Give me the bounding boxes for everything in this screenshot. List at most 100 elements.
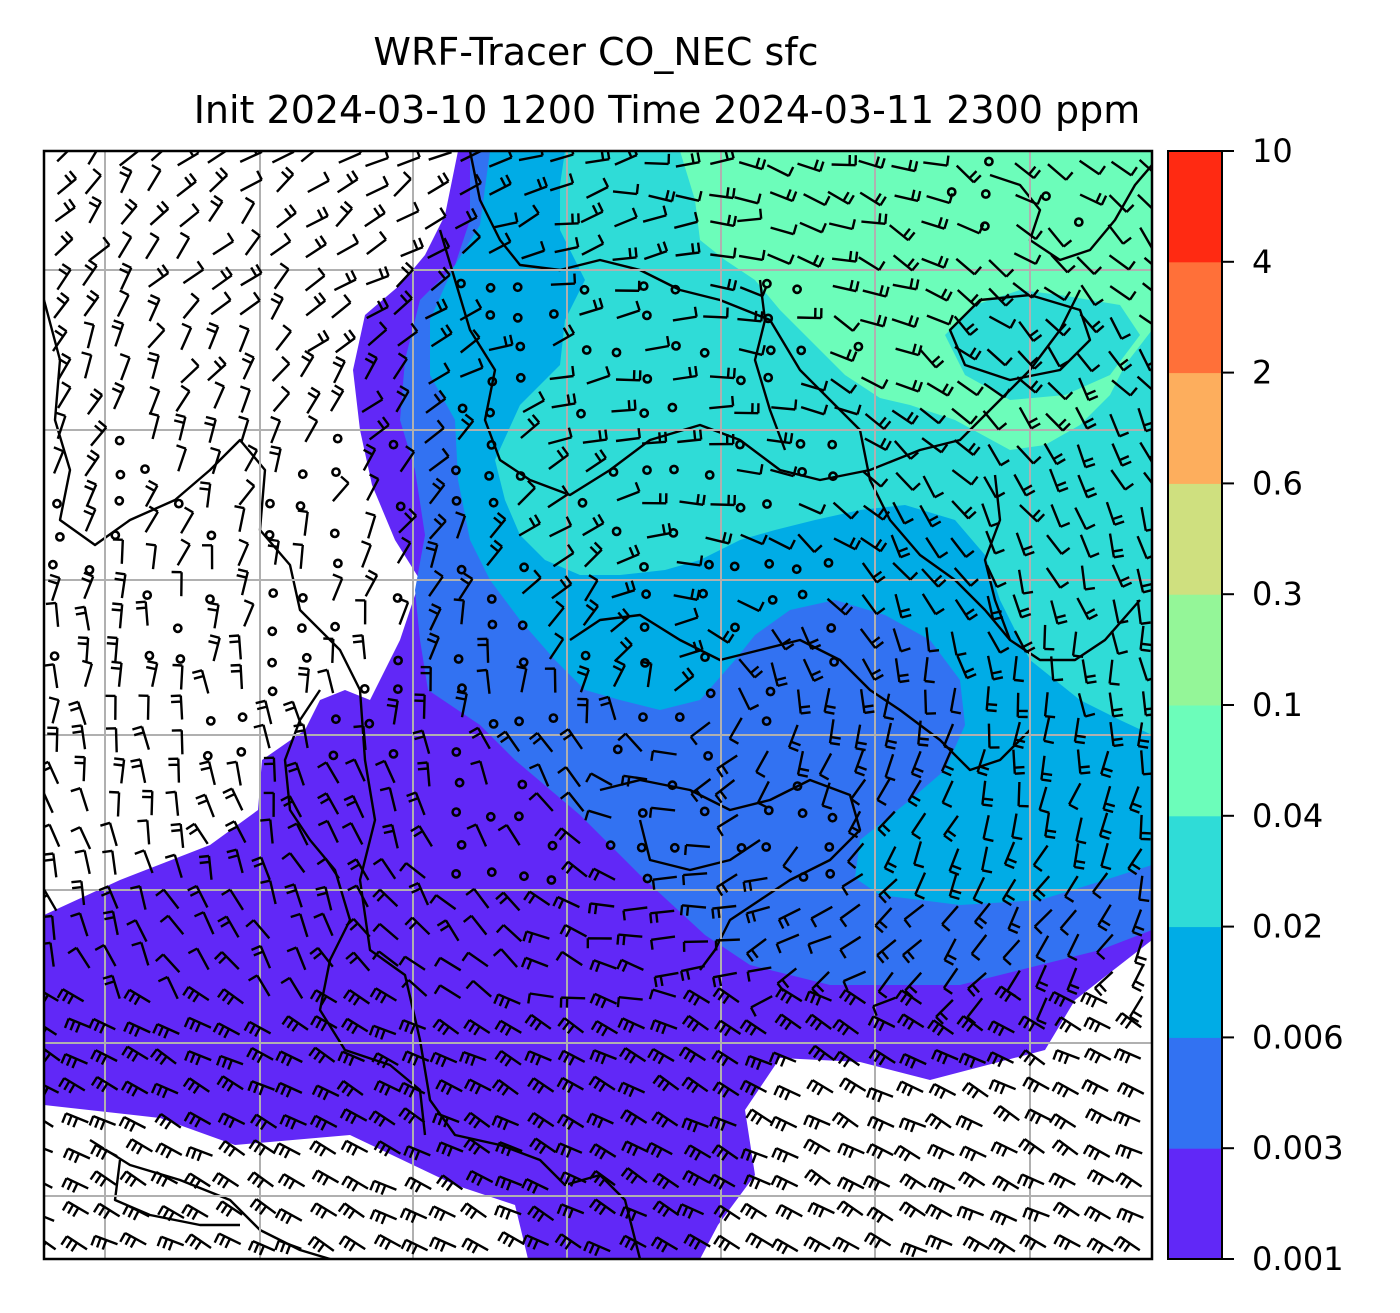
wind-barb — [150, 1082, 179, 1099]
wind-barb — [652, 1200, 680, 1218]
wind-barb — [305, 235, 328, 259]
wind-barb — [125, 1138, 154, 1155]
wind-barb — [1040, 755, 1053, 783]
wind-barb — [708, 1173, 736, 1190]
wind-barb — [492, 948, 518, 968]
wind-barb — [489, 511, 507, 539]
wind-barb — [877, 971, 894, 999]
calm-wind-circle — [700, 652, 710, 662]
wind-barb — [775, 987, 803, 1005]
wind-barb — [138, 694, 150, 720]
wind-barb — [1115, 1012, 1142, 1030]
wind-barb — [838, 988, 867, 1006]
wind-barb — [954, 345, 982, 361]
wind-barb — [393, 171, 412, 198]
calm-wind-circle — [388, 749, 399, 759]
wind-barb — [738, 157, 767, 171]
wind-barb — [454, 207, 478, 230]
wind-barb — [425, 389, 447, 414]
wind-barb — [111, 381, 125, 410]
wind-barb — [56, 170, 78, 196]
wind-barb — [675, 190, 703, 202]
wind-barb — [953, 315, 979, 336]
wind-barb — [1051, 1081, 1080, 1098]
wind-barb — [583, 541, 603, 568]
wind-barb — [921, 568, 947, 588]
wind-barb — [1022, 1206, 1050, 1222]
wind-barb — [234, 505, 246, 532]
wind-barb — [290, 912, 309, 938]
wind-barb — [894, 989, 923, 1007]
wind-barb — [1014, 162, 1042, 180]
wind-barb — [941, 780, 954, 808]
wind-barb — [463, 1138, 491, 1155]
wind-barb — [222, 787, 244, 811]
wind-barb — [1047, 163, 1074, 181]
wind-barb — [1048, 1172, 1076, 1189]
calm-wind-circle — [264, 530, 275, 540]
wind-barb — [616, 481, 641, 502]
wind-barb — [156, 1235, 185, 1251]
wind-barb — [60, 1052, 88, 1069]
wind-barb — [552, 544, 575, 568]
calm-wind-circle — [730, 622, 740, 633]
wind-barb — [551, 575, 573, 600]
wind-barb — [53, 291, 70, 319]
wind-barb — [1108, 350, 1133, 372]
wind-barb — [337, 1202, 365, 1220]
wind-barb — [44, 914, 56, 941]
wind-barb — [148, 264, 170, 288]
wind-barb — [862, 285, 890, 298]
wind-barb — [962, 1235, 991, 1253]
calm-wind-circle — [605, 840, 616, 851]
wind-barb — [892, 254, 920, 272]
wind-barb — [245, 919, 271, 940]
wind-barb — [950, 631, 967, 657]
wind-barb — [275, 324, 292, 351]
wind-barb — [224, 820, 247, 844]
wind-barb — [618, 1047, 647, 1064]
wind-barb — [1001, 878, 1017, 907]
wind-barb — [428, 1236, 457, 1252]
wind-barb — [243, 599, 255, 627]
wind-barb — [892, 562, 919, 581]
wind-barb — [83, 321, 95, 349]
wind-barb — [102, 910, 119, 936]
wind-barb — [230, 663, 244, 690]
wind-barb — [185, 1146, 213, 1162]
wind-barb — [313, 912, 334, 937]
wind-barb — [429, 894, 457, 911]
wind-barb — [651, 875, 677, 890]
wind-barb — [712, 987, 740, 1005]
wind-barb — [737, 310, 764, 323]
wind-barb — [612, 183, 640, 196]
wind-barb — [100, 821, 118, 847]
wind-barb — [866, 1206, 894, 1224]
wind-barb — [77, 636, 90, 663]
wind-barb — [896, 1080, 924, 1097]
wind-barb — [1115, 1172, 1143, 1189]
wind-barb — [274, 1208, 303, 1225]
wind-barb — [181, 1203, 209, 1221]
wind-barb — [1018, 1049, 1046, 1067]
wind-barb — [182, 1077, 210, 1094]
coastline-island-b — [638, 819, 761, 872]
wind-barb — [274, 1081, 303, 1098]
wind-barb — [176, 172, 197, 198]
wind-barb — [406, 791, 426, 816]
wind-barb — [1137, 193, 1152, 210]
calm-wind-circle — [236, 747, 247, 757]
wind-barb — [1012, 282, 1040, 299]
wind-barb — [284, 883, 303, 908]
wind-barb — [247, 974, 271, 997]
wind-barb — [430, 324, 453, 348]
wind-barb — [645, 1141, 673, 1159]
wind-barb — [70, 826, 92, 850]
wind-barb — [1138, 159, 1152, 173]
wind-barb — [613, 636, 633, 663]
wind-barb — [396, 201, 420, 223]
wind-barb — [1080, 565, 1096, 591]
wind-barb — [709, 434, 735, 446]
wind-barb — [953, 567, 979, 587]
wind-barb — [309, 1202, 338, 1219]
